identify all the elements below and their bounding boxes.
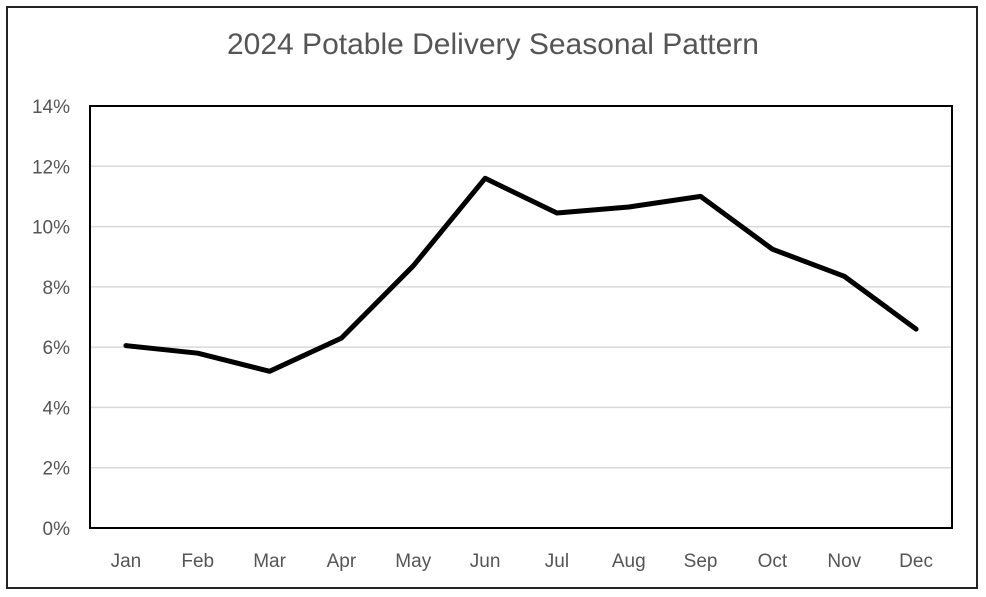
y-tick-label: 4%	[43, 398, 71, 419]
x-tick-label: Mar	[253, 551, 286, 572]
x-tick-label: Jul	[545, 551, 569, 572]
chart-title: 2024 Potable Delivery Seasonal Pattern	[226, 28, 759, 61]
x-tick-label: May	[395, 551, 431, 572]
y-tick-label: 8%	[43, 278, 71, 299]
y-tick-label: 6%	[43, 338, 71, 359]
series-line	[123, 175, 919, 374]
y-tick-label: 14%	[32, 97, 70, 118]
y-tick-label: 2%	[43, 459, 71, 480]
x-tick-label: Jan	[111, 551, 142, 572]
y-tick-label: 12%	[32, 157, 70, 178]
x-tick-label: Jun	[470, 551, 501, 572]
y-tick-label: 10%	[32, 218, 70, 239]
x-tick-label: Apr	[327, 551, 357, 572]
x-tick-label: Sep	[684, 551, 718, 572]
x-tick-label: Feb	[181, 551, 214, 572]
x-tick-label: Aug	[612, 551, 646, 572]
x-tick-label: Nov	[827, 551, 861, 572]
x-tick-label: Dec	[899, 551, 933, 572]
chart-frame	[6, 6, 978, 589]
plot-area-border	[89, 105, 953, 529]
y-tick-label: 0%	[43, 519, 71, 540]
x-tick-label: Oct	[758, 551, 788, 572]
